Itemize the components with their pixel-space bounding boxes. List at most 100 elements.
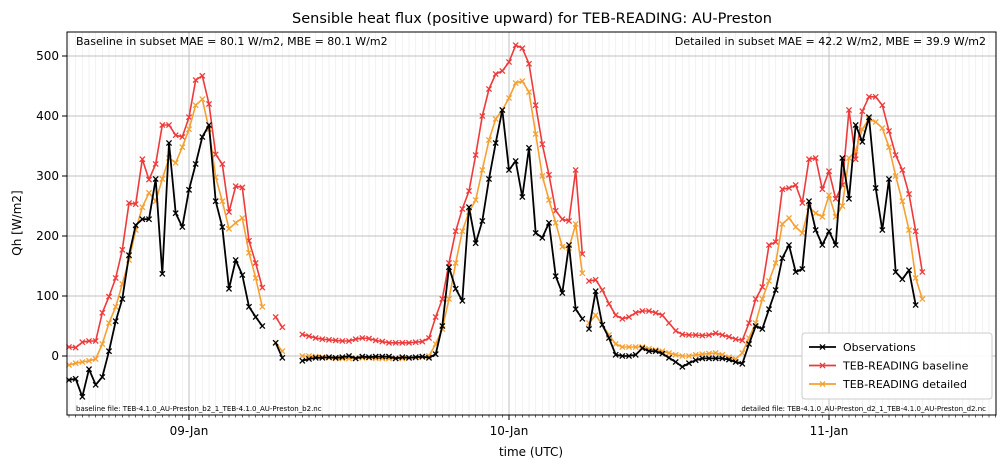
x-axis: 09-Jan 10-Jan 11-Jan	[68, 415, 996, 438]
data-point	[479, 217, 486, 225]
data-point	[919, 268, 926, 276]
data-point	[185, 114, 193, 121]
data-point	[485, 175, 493, 183]
legend-entry-teb-reading-baseline: TEB-READING baseline	[809, 360, 969, 373]
data-point	[905, 190, 913, 198]
data-point	[612, 351, 619, 358]
data-point	[439, 295, 446, 303]
data-point	[705, 350, 713, 357]
data-point	[599, 286, 606, 294]
legend-entry-observations: Observations	[809, 341, 916, 354]
data-point	[885, 127, 893, 135]
data-point	[199, 133, 206, 141]
data-point	[245, 303, 253, 310]
data-point	[479, 112, 486, 120]
data-point	[805, 198, 813, 205]
data-point	[565, 241, 573, 249]
data-point	[512, 79, 519, 87]
data-point	[412, 354, 419, 361]
data-point	[892, 268, 899, 276]
data-point	[785, 184, 793, 192]
data-point	[92, 381, 99, 388]
data-point	[139, 216, 146, 223]
legend-swatch-marker	[819, 380, 826, 388]
data-point	[405, 354, 413, 361]
data-point	[172, 159, 179, 166]
data-point	[225, 225, 233, 232]
data-point	[219, 198, 226, 205]
data-point	[545, 196, 553, 204]
data-point	[152, 160, 159, 168]
data-point	[532, 130, 539, 138]
data-point	[632, 351, 639, 358]
data-point	[352, 336, 359, 343]
data-point	[652, 348, 659, 355]
x-tick-label: 11-Jan	[810, 424, 849, 438]
data-point	[392, 339, 399, 346]
x-tick-label: 09-Jan	[170, 424, 209, 438]
data-point	[365, 354, 373, 361]
data-point	[72, 375, 79, 382]
data-point	[99, 340, 106, 348]
data-point	[812, 226, 819, 234]
data-point	[732, 358, 739, 366]
data-point	[399, 354, 406, 361]
data-point	[365, 335, 373, 342]
data-point	[865, 114, 873, 121]
data-point	[119, 295, 126, 303]
data-point	[845, 154, 853, 162]
data-point	[165, 139, 173, 147]
data-point	[865, 93, 873, 100]
data-point	[259, 303, 266, 310]
data-point	[859, 108, 866, 115]
data-point	[619, 352, 626, 360]
y-tick-label: 200	[36, 229, 59, 243]
data-point	[819, 186, 826, 193]
data-point	[839, 154, 846, 162]
data-point	[585, 277, 593, 285]
data-point	[639, 307, 646, 315]
data-point	[912, 274, 919, 282]
data-point	[772, 259, 779, 267]
data-point	[419, 338, 426, 345]
data-point	[719, 355, 726, 362]
data-point	[625, 352, 633, 360]
data-point	[125, 199, 133, 207]
legend-entry-teb-reading-detailed: TEB-READING detailed	[809, 378, 967, 391]
data-point	[72, 344, 79, 351]
data-point	[305, 355, 313, 363]
data-point	[719, 331, 726, 339]
data-point	[685, 352, 693, 360]
data-point	[765, 306, 773, 313]
data-point	[312, 354, 319, 361]
data-point	[825, 192, 833, 199]
data-point	[385, 339, 393, 346]
data-point	[79, 358, 86, 366]
legend-box	[801, 332, 993, 400]
data-point	[632, 309, 639, 316]
data-point	[512, 42, 519, 49]
data-point	[112, 274, 119, 282]
data-point	[799, 229, 806, 237]
data-point	[192, 160, 199, 168]
data-point	[405, 339, 413, 346]
data-point	[905, 267, 913, 274]
data-point	[545, 171, 553, 178]
data-point	[485, 85, 493, 93]
data-point	[725, 356, 733, 363]
data-point	[172, 132, 179, 139]
data-point	[759, 295, 766, 303]
data-point	[105, 293, 113, 300]
data-point	[592, 312, 599, 319]
data-point	[539, 234, 546, 241]
data-point	[545, 219, 553, 226]
data-point	[372, 337, 379, 344]
data-point	[392, 355, 399, 362]
data-point	[652, 309, 659, 316]
data-point	[819, 241, 826, 249]
data-point	[439, 322, 446, 330]
data-point	[712, 330, 719, 337]
data-point	[845, 106, 853, 114]
data-point	[712, 355, 719, 362]
data-point	[659, 312, 666, 319]
